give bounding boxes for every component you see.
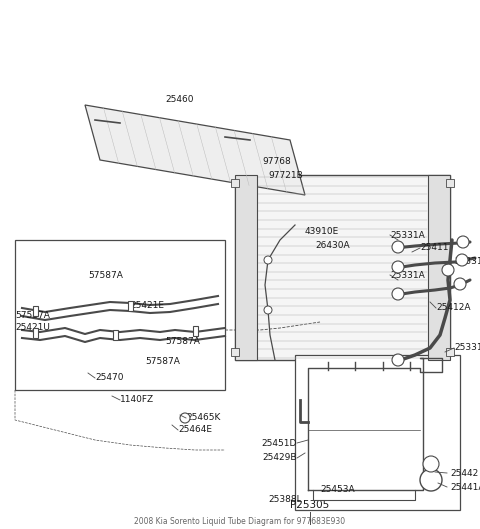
Bar [446,348,454,356]
Text: 57587A: 57587A [145,358,180,367]
Bar [446,179,454,187]
Text: 25465K: 25465K [186,414,220,423]
Circle shape [264,306,272,314]
Text: 97768: 97768 [262,158,291,167]
Bar [231,179,239,187]
Bar [235,175,450,360]
Circle shape [392,288,404,300]
Text: 25331A: 25331A [454,258,480,267]
Circle shape [392,241,404,253]
Circle shape [392,354,404,366]
Bar [33,328,38,338]
Circle shape [264,256,272,264]
Text: 57587A: 57587A [165,338,200,346]
Text: 25331A: 25331A [390,231,425,240]
Text: 97721B: 97721B [268,170,303,179]
Circle shape [457,236,469,248]
Polygon shape [85,105,305,195]
Circle shape [420,469,442,491]
Bar [33,306,38,316]
Text: 57587A: 57587A [88,270,123,279]
Text: 1140FZ: 1140FZ [120,396,154,405]
Bar [235,175,257,360]
Circle shape [456,254,468,266]
Text: 25464E: 25464E [178,425,212,434]
Text: 25421U: 25421U [15,324,50,333]
Text: 25421E: 25421E [130,300,164,309]
Text: 2008 Kia Sorento Liquid Tube Diagram for 977683E930: 2008 Kia Sorento Liquid Tube Diagram for… [134,517,346,526]
Bar [193,326,198,336]
Text: 25441A: 25441A [450,482,480,491]
Text: 25411: 25411 [420,243,448,252]
Text: 25429B: 25429B [263,453,297,462]
Circle shape [454,278,466,290]
Circle shape [423,456,439,472]
Bar [128,301,133,311]
Text: 25331A: 25331A [454,343,480,352]
Text: 43910E: 43910E [305,227,339,236]
Circle shape [180,413,190,423]
Bar [113,330,118,340]
Bar [295,355,460,510]
Text: 25331A: 25331A [390,270,425,279]
Bar [15,240,225,390]
Text: 25451D: 25451D [262,439,297,448]
Text: 25442: 25442 [450,469,478,478]
Circle shape [392,261,404,273]
Text: P25305: P25305 [290,500,330,510]
Text: 25460: 25460 [165,96,193,105]
Text: 57587A: 57587A [15,311,50,320]
Circle shape [442,264,454,276]
Text: 25388L: 25388L [268,495,302,504]
Text: 25412A: 25412A [436,304,470,313]
Text: 25470: 25470 [95,373,123,382]
Bar [231,348,239,356]
Text: 26430A: 26430A [315,241,349,250]
Text: 25453A: 25453A [320,486,355,495]
Bar [428,175,450,360]
